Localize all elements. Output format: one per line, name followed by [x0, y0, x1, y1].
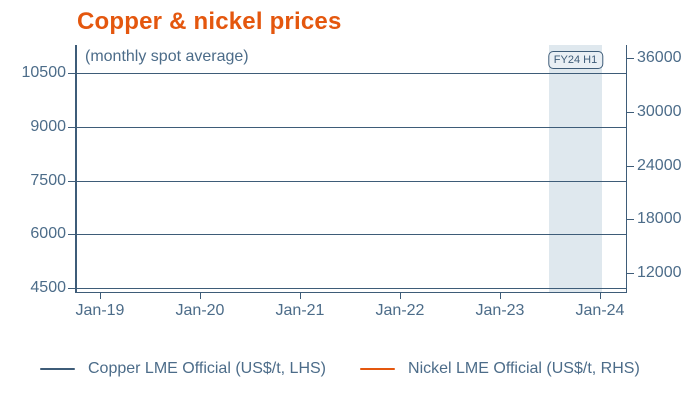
x-axis-tick-label: Jan-21 — [275, 302, 325, 319]
left-axis-tick — [68, 234, 75, 236]
left-axis-tick-label: 9000 — [30, 117, 66, 135]
right-axis-tick-label: 30000 — [637, 102, 682, 120]
right-axis-line — [625, 45, 627, 293]
x-axis-tick — [400, 293, 402, 299]
right-axis-tick — [627, 58, 634, 60]
gridline — [75, 288, 627, 290]
plot-area: (monthly spot average) FY24 H1 — [75, 45, 627, 293]
left-axis-line — [75, 45, 77, 293]
gridline — [75, 234, 627, 236]
legend-item-nickel: Nickel LME Official (US$/t, RHS) — [360, 360, 640, 378]
fy24-h1-badge: FY24 H1 — [547, 51, 604, 69]
right-axis-tick — [627, 165, 634, 167]
left-axis-tick-label: 4500 — [30, 279, 66, 296]
left-axis-tick-label: 6000 — [30, 225, 66, 243]
left-axis-tick-label: 10500 — [21, 64, 67, 81]
x-axis-line — [75, 291, 627, 293]
left-axis-tick-label: 7500 — [30, 171, 66, 189]
right-axis-tick-label: 12000 — [637, 264, 682, 281]
chart-title: Copper & nickel prices — [77, 8, 342, 35]
gridline — [75, 126, 627, 128]
right-axis-tick-label: 36000 — [637, 49, 682, 66]
right-axis-tick — [627, 219, 634, 221]
x-axis-tick-label: Jan-20 — [175, 302, 225, 319]
highlight-band-fy24h1 — [549, 45, 602, 292]
x-axis-tick — [600, 293, 602, 299]
legend-line-swatch — [40, 367, 75, 371]
right-axis-tick-label: 18000 — [637, 210, 682, 228]
left-axis-tick — [68, 180, 75, 182]
right-axis-tick-label: 24000 — [637, 156, 682, 174]
x-axis-tick-label: Jan-22 — [375, 302, 425, 319]
x-axis-tick-label: Jan-19 — [75, 302, 125, 319]
x-axis-tick-label: Jan-23 — [475, 302, 525, 319]
x-axis-tick — [500, 293, 502, 299]
left-axis-tick — [68, 73, 75, 75]
x-axis-tick — [200, 293, 202, 299]
right-axis-tick — [627, 111, 634, 113]
left-axis-tick — [68, 288, 75, 290]
legend-label: Nickel LME Official (US$/t, RHS) — [408, 360, 640, 377]
chart-subtitle: (monthly spot average) — [85, 48, 249, 65]
legend: Copper LME Official (US$/t, LHS) Nickel L… — [40, 358, 640, 380]
gridline — [75, 73, 627, 75]
x-axis-tick-label: Jan-24 — [575, 302, 625, 319]
right-axis-tick — [627, 273, 634, 275]
legend-item-copper: Copper LME Official (US$/t, LHS) — [40, 360, 326, 378]
x-axis-tick — [300, 293, 302, 299]
gridline — [75, 180, 627, 182]
legend-line-swatch — [360, 367, 396, 371]
x-axis-tick — [100, 293, 102, 299]
legend-label: Copper LME Official (US$/t, LHS) — [88, 360, 327, 377]
left-axis-tick — [68, 126, 75, 128]
